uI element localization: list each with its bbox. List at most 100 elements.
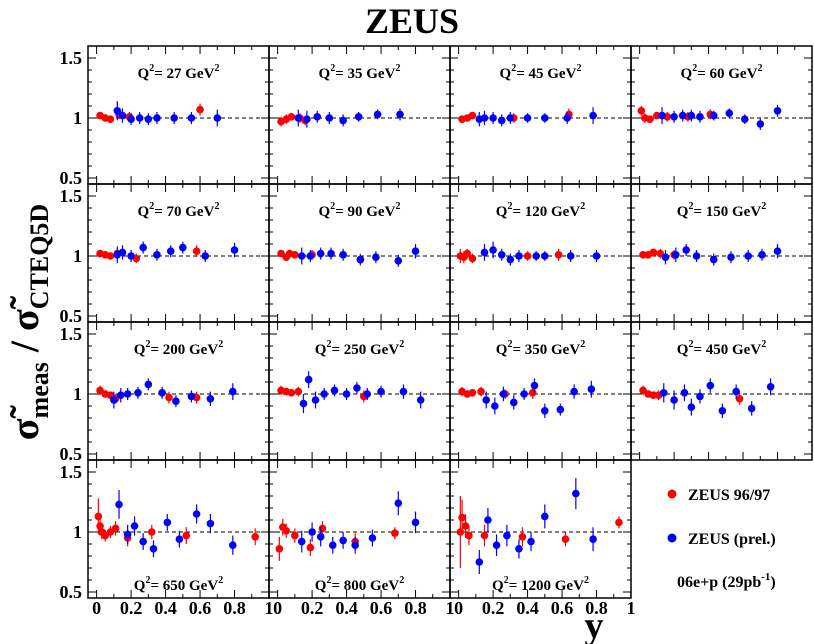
- y-label-cteq-subscript: CTEQ5D: [25, 204, 54, 309]
- zeus-96-97-point: [646, 115, 654, 123]
- zeus-prel-point: [773, 107, 782, 115]
- zeus-prel-point: [153, 251, 161, 259]
- zeus-96-97-point: [528, 389, 537, 397]
- zeus-prel-point: [489, 246, 497, 254]
- zeus-prel-point: [670, 396, 678, 404]
- zeus-96-97-point: [615, 518, 623, 527]
- zeus-prel-point: [187, 392, 196, 401]
- zeus-96-97-point: [468, 254, 477, 263]
- panel-label-q2: Q2= 35 GeV2: [319, 63, 401, 82]
- zeus-prel-point: [130, 522, 139, 530]
- zeus-prel-point: [135, 114, 144, 122]
- y-label-slash: /: [2, 331, 47, 362]
- panel-label-q2: Q2= 350 GeV2: [496, 339, 585, 358]
- zeus-prel-point: [172, 397, 180, 406]
- x-tick-label: 0: [273, 598, 282, 618]
- zeus-prel-point: [339, 536, 347, 545]
- zeus-prel-point: [206, 395, 215, 403]
- zeus-prel-point: [484, 516, 492, 524]
- x-axis-label: y: [585, 605, 604, 644]
- x-tick-label: 0.2: [120, 598, 143, 618]
- zeus-96-97-point: [468, 389, 477, 397]
- x-tick-label: 1: [446, 598, 455, 618]
- x-tick-label: 0.6: [370, 598, 393, 618]
- zeus-96-97-point: [106, 252, 115, 260]
- zeus-prel-point: [475, 558, 484, 566]
- zeus-prel-point: [499, 390, 508, 398]
- zeus-prel-point: [740, 115, 749, 123]
- zeus-96-97-point: [523, 252, 532, 260]
- zeus-prel-point: [658, 111, 666, 120]
- zeus-prel-point: [678, 111, 687, 120]
- panel-label-q2: Q2= 70 GeV2: [138, 201, 220, 220]
- zeus-prel-point: [394, 257, 403, 265]
- zeus-prel-point: [304, 375, 313, 384]
- zeus-prel-point: [491, 402, 499, 410]
- zeus-prel-point: [123, 530, 132, 539]
- x-tick-label: 0: [92, 598, 101, 618]
- zeus-96-97-point: [287, 113, 296, 121]
- zeus-96-97-point: [391, 529, 399, 537]
- panel-q2-250: Q2= 250 GeV2: [268, 321, 451, 461]
- zeus-prel-point: [706, 381, 715, 390]
- zeus-prel-point: [356, 255, 365, 264]
- zeus-prel-point: [306, 252, 315, 260]
- zeus-prel-point: [503, 531, 511, 540]
- x-tick-labels: 0 0.2 0.4 0.6 0.8 1 0 0.2 0.4 0.6 0.8 1 0 0.2 0.4 0.6 0.…: [92, 598, 635, 618]
- zeus-prel-point: [480, 114, 489, 122]
- zeus-prel-point: [492, 541, 501, 549]
- zeus-prel-point: [480, 248, 489, 257]
- zeus-prel-point: [556, 405, 565, 414]
- zeus-prel-point: [170, 114, 178, 122]
- panel-frame: [630, 321, 813, 461]
- zeus-prel-point: [572, 489, 580, 498]
- zeus-prel-point: [115, 500, 123, 509]
- zeus-prel-point: [727, 253, 735, 261]
- panel-label-q2: Q2= 450 GeV2: [677, 339, 766, 358]
- zeus-prel-point: [229, 387, 237, 396]
- zeus-96-97-point: [291, 251, 299, 259]
- panel-q2-1200: Q2= 1200 GeV2: [449, 459, 632, 599]
- zeus-prel-point: [592, 252, 601, 260]
- zeus-prel-point: [229, 541, 237, 549]
- zeus-prel-point: [506, 114, 515, 122]
- zeus-96-97-point: [554, 251, 563, 259]
- zeus-prel-point: [123, 390, 132, 398]
- x-tick-label: 0.8: [585, 598, 608, 618]
- panel-frame: [449, 459, 632, 599]
- zeus-prel-point: [316, 249, 325, 258]
- zeus-prel-point: [213, 114, 222, 122]
- zeus-96-97-point: [106, 115, 115, 123]
- x-tick-label: 0.6: [189, 598, 212, 618]
- x-tick-label: 0.4: [335, 598, 358, 618]
- zeus-prel-point: [175, 535, 184, 543]
- zeus-prel-point: [118, 111, 127, 120]
- zeus-prel-point: [297, 537, 306, 546]
- zeus-prel-point: [330, 386, 339, 395]
- zeus-prel-point: [339, 251, 347, 259]
- zeus-prel-point: [303, 115, 311, 123]
- zeus-prel-point: [327, 249, 335, 258]
- zeus-prel-point: [541, 252, 549, 260]
- zeus-prel-point: [396, 110, 404, 119]
- zeus-prel-point: [747, 404, 756, 413]
- zeus-prel-point: [725, 109, 734, 117]
- zeus-96-97-point: [318, 524, 327, 533]
- panel-q2-650: 0.5 1 1.5 Q2= 650 GeV2: [60, 459, 270, 602]
- panel-label-q2: Q2= 200 GeV2: [134, 339, 223, 358]
- zeus-prel-point: [758, 251, 766, 259]
- zeus-prel-point: [230, 246, 239, 254]
- zeus-prel-point: [372, 253, 380, 261]
- zeus-prel-point: [587, 385, 596, 394]
- zeus-prel-point: [201, 252, 210, 260]
- zeus-96-97-point: [94, 512, 103, 521]
- zeus-prel-point: [206, 519, 215, 528]
- zeus-prel-point: [328, 541, 337, 549]
- panel-q2-200: 0.5 1 1.5 Q2= 200 GeV2: [60, 321, 270, 464]
- x-tick-label: 0.8: [223, 598, 246, 618]
- zeus-prel-point: [520, 390, 528, 398]
- panel-q2-35: Q2= 35 GeV2: [268, 45, 451, 185]
- zeus-prel-point: [377, 387, 385, 396]
- zeus-prel-point: [187, 114, 196, 122]
- x-tick-label: 0.4: [154, 598, 177, 618]
